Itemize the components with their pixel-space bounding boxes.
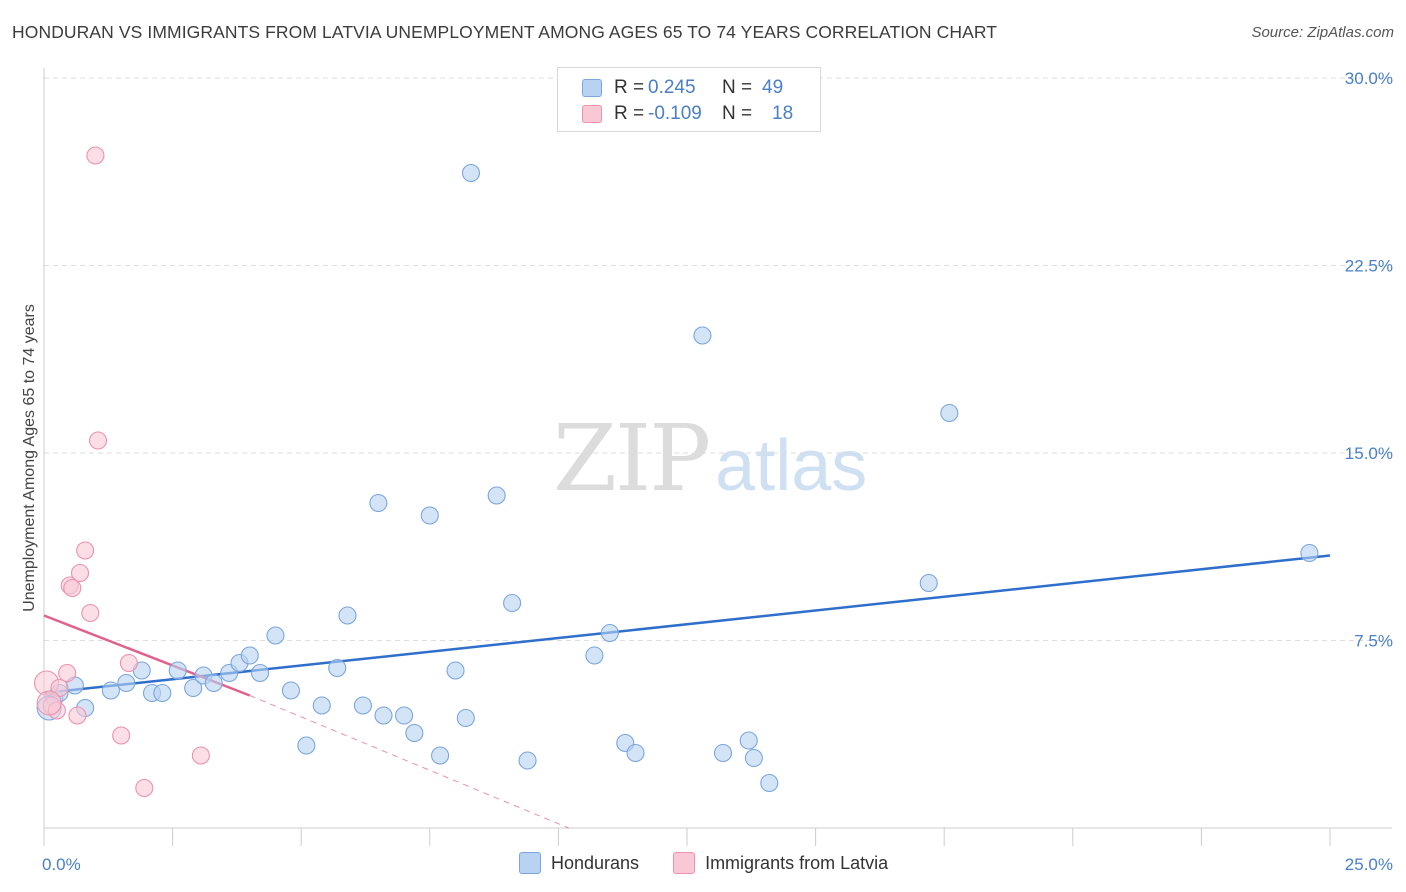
latvia-point [135, 778, 154, 798]
honduran-point [461, 163, 481, 183]
honduran-point [693, 326, 712, 345]
honduran-point [487, 486, 506, 505]
latvia-point [86, 146, 105, 165]
latvia-point [119, 653, 138, 673]
honduran-point [744, 748, 763, 768]
latvia-point [88, 431, 108, 450]
latvia-point [36, 690, 62, 716]
honduran-point [250, 663, 270, 683]
legend-r-label: R = [614, 103, 645, 124]
honduran-point [431, 746, 450, 765]
legend-n-label: N = [722, 103, 753, 124]
y-tick-label: 30.0% [1345, 69, 1393, 88]
legend-row-latvia: R = -0.109 N = 18 [582, 102, 793, 126]
honduran-point [518, 751, 537, 770]
honduran-point [446, 661, 465, 680]
legend-n-value: 49 [762, 77, 784, 98]
honduran-point [101, 681, 120, 700]
latvia-point [58, 663, 77, 683]
honduran-point [153, 683, 172, 703]
honduran-point [184, 678, 203, 698]
legend-r-value: -0.109 [648, 103, 702, 124]
axis-labels: Unemployment Among Ages 65 to 74 years 7… [21, 69, 1393, 874]
honduran-point [420, 506, 439, 525]
latvia-point [63, 578, 82, 598]
honduran-point [281, 681, 300, 700]
watermark-zip: ZIP [553, 405, 711, 512]
latvia-point [70, 563, 90, 583]
chart-title: HONDURAN VS IMMIGRANTS FROM LATVIA UNEMP… [12, 22, 998, 42]
legend-row-hondurans: R = 0.245 N = 49 [582, 76, 783, 100]
honduran-point [1300, 543, 1319, 563]
grid-lines [44, 77, 1392, 641]
latvia-trend-extension [249, 695, 569, 829]
latvia-point [191, 746, 210, 765]
honduran-point [626, 743, 645, 763]
honduran-point [266, 626, 285, 645]
honduran-point [240, 646, 259, 665]
honduran-point [600, 623, 619, 643]
latvia-point [112, 726, 131, 745]
honduran-point [585, 646, 604, 665]
honduran-point [297, 736, 316, 755]
honduran-point [338, 606, 357, 625]
honduran-point [760, 773, 779, 793]
honduran-point [739, 731, 758, 750]
legend-swatch-pink [582, 105, 602, 123]
honduran-point [713, 743, 733, 763]
legend-swatch-blue [582, 79, 602, 97]
honduran-point [369, 493, 388, 513]
series-legend: Hondurans Immigrants from Latvia [519, 852, 922, 874]
y-tick-label: 22.5% [1345, 257, 1393, 276]
honduran-point [940, 403, 959, 423]
honduran-point [117, 673, 136, 693]
trend-lines [43, 554, 1331, 829]
honduran-point [919, 573, 938, 593]
honduran-point [312, 696, 331, 715]
legend-label-latvia: Immigrants from Latvia [705, 852, 889, 873]
honduran-point [395, 706, 414, 725]
honduran-point [405, 723, 424, 743]
watermark-atlas: atlas [715, 426, 868, 506]
data-points [34, 146, 1319, 798]
honduran-point [204, 673, 223, 693]
y-tick-label: 7.5% [1354, 632, 1393, 651]
x-tick-label-max: 25.0% [1345, 855, 1393, 874]
x-tick-label-min: 0.0% [42, 855, 81, 874]
legend-label-hondurans: Hondurans [551, 852, 640, 873]
honduran-point [456, 708, 475, 728]
legend-item-hondurans: Hondurans [519, 852, 639, 874]
honduran-point [503, 593, 522, 613]
honduran-point [374, 706, 393, 725]
watermark: ZIPatlas [553, 405, 867, 512]
axes [43, 68, 1392, 829]
y-tick-label: 15.0% [1345, 444, 1393, 463]
correlation-legend: R = 0.245 N = 49 R = -0.109 N = 18 [557, 67, 821, 132]
latvia-point [81, 603, 100, 623]
legend-swatch-latvia [673, 852, 696, 874]
legend-r-value: 0.245 [648, 77, 696, 98]
latvia-point [76, 541, 95, 560]
source-credit: Source: ZipAtlas.com [1251, 24, 1394, 41]
legend-swatch-hondurans [519, 852, 541, 874]
honduran-point [353, 696, 372, 715]
latvia-point [68, 706, 87, 725]
y-axis-title: Unemployment Among Ages 65 to 74 years [21, 304, 38, 612]
honduran-point [168, 661, 187, 680]
legend-n-value: 18 [772, 103, 794, 124]
legend-r-label: R = [614, 77, 645, 98]
legend-item-latvia: Immigrants from Latvia [673, 852, 888, 874]
honduran-point [328, 658, 347, 678]
x-ticks [43, 828, 1331, 846]
legend-n-label: N = [722, 77, 753, 98]
